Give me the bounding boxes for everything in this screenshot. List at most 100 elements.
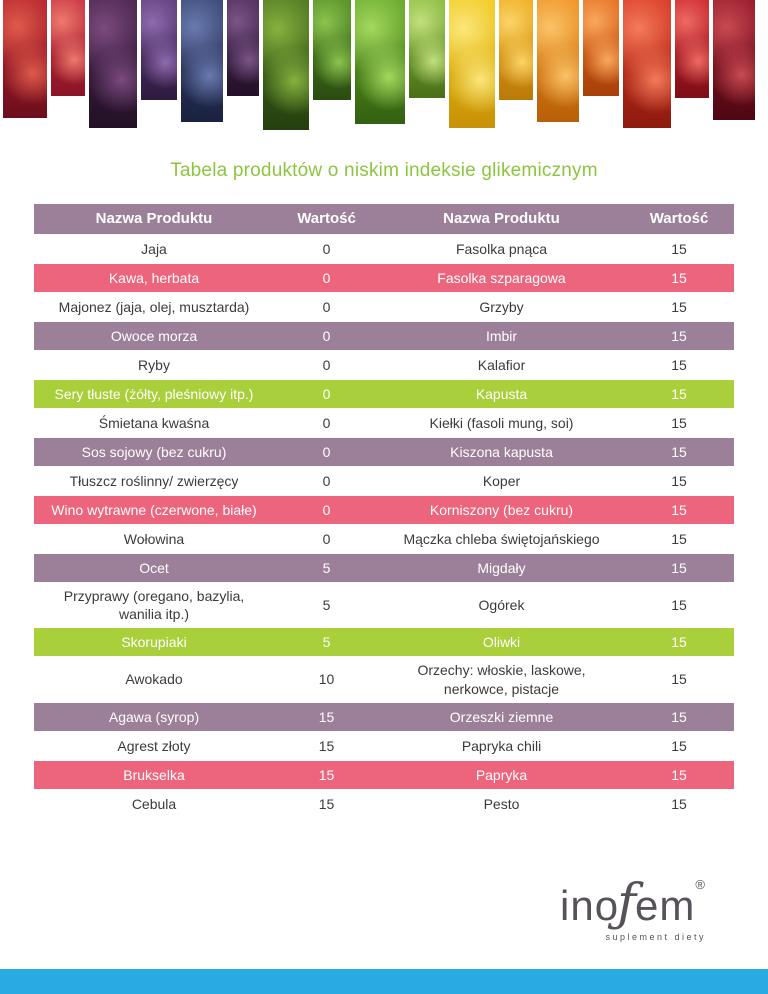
value-cell: 15 xyxy=(671,385,687,402)
inofem-logo: inoƒem® suplement diety xyxy=(560,872,706,942)
product-name-cell: Agawa (syrop) xyxy=(108,708,200,725)
product-name-cell: Agrest złoty xyxy=(117,737,191,754)
fruit-photo-strip-purple-fruit xyxy=(227,0,259,96)
fruit-photo-strip-strawberries xyxy=(675,0,709,98)
product-name-cell: Mączka chleba świętojańskiego xyxy=(403,530,600,547)
product-name-cell: Wołowina xyxy=(123,530,185,547)
product-name-cell: Orzechy: włoskie, laskowe, nerkowce, pis… xyxy=(417,662,586,697)
value-cell: 0 xyxy=(322,414,331,431)
product-name-cell: Kiełki (fasoli mung, soi) xyxy=(429,414,574,431)
table-row: Sery tłuste (żółty, pleśniowy itp.) 0 Kapu… xyxy=(34,380,734,409)
fruit-photo-strip-blueberries xyxy=(181,0,223,122)
table-row: Majonez (jaja, olej, musztarda) 0 Grzyby 15 xyxy=(34,293,734,322)
table-row: Tłuszcz roślinny/ zwierzęcy 0 Koper 15 xyxy=(34,467,734,496)
table-header-row: Nazwa Produktu Wartość Nazwa Produktu Warto… xyxy=(34,204,734,235)
table-row: Ocet 5 Migdały 15 xyxy=(34,554,734,583)
value-cell: 15 xyxy=(671,766,687,783)
value-cell: 5 xyxy=(322,559,331,576)
fruit-photo-strip-spinach xyxy=(355,0,405,124)
table-row: Wino wytrawne (czerwone, białe) 0 Korniszo… xyxy=(34,496,734,525)
fruit-photo-strip-tomatoes xyxy=(623,0,671,128)
product-name-cell: Sos sojowy (bez cukru) xyxy=(81,443,227,460)
value-cell: 0 xyxy=(322,269,331,286)
product-name-cell: Fasolka szparagowa xyxy=(437,269,566,286)
value-cell: 0 xyxy=(322,385,331,402)
table-row: Śmietana kwaśna 0 Kiełki (fasoli mung, soi… xyxy=(34,409,734,438)
fruit-photo-strip-broccoli xyxy=(313,0,351,100)
value-cell: 5 xyxy=(322,597,331,614)
table-body: Jaja 0 Fasolka pnąca 15 Kawa, herbata 0 Fasolk… xyxy=(34,235,734,819)
value-cell: 15 xyxy=(318,766,335,783)
value-cell: 15 xyxy=(671,240,687,257)
value-cell: 15 xyxy=(318,795,335,812)
table-row: Przyprawy (oregano, bazylia, wanilia itp… xyxy=(34,583,734,629)
product-name-cell: Awokado xyxy=(125,671,183,688)
value-cell: 5 xyxy=(322,634,331,651)
product-name-cell: Papryka chili xyxy=(461,737,542,754)
table-row: Sos sojowy (bez cukru) 0 Kiszona kapusta 15 xyxy=(34,438,734,467)
table-row: Skorupiaki 5 Oliwki 15 xyxy=(34,628,734,658)
table-row: Agrest złoty 15 Papryka chili 15 xyxy=(34,732,734,761)
table-row: Brukselka 15 Papryka 15 xyxy=(34,760,734,790)
product-name-cell: Ogórek xyxy=(478,597,525,614)
value-cell: 15 xyxy=(671,737,687,754)
header-cell-value: Wartość xyxy=(297,210,356,228)
product-name-cell: Wino wytrawne (czerwone, białe) xyxy=(51,501,257,518)
fruit-photo-strip-banana xyxy=(449,0,495,128)
product-name-cell: Fasolka pnąca xyxy=(455,240,548,257)
glycemic-index-table: Nazwa Produktu Wartość Nazwa Produktu Warto… xyxy=(34,204,734,819)
product-name-cell: Pesto xyxy=(483,795,520,812)
product-name-cell: Sery tłuste (żółty, pleśniowy itp.) xyxy=(54,385,254,402)
value-cell: 15 xyxy=(671,559,687,576)
value-cell: 15 xyxy=(318,708,335,725)
value-cell: 15 xyxy=(671,708,687,725)
product-name-cell: Grzyby xyxy=(479,298,524,315)
fruit-photo-strip-carrots xyxy=(583,0,619,96)
value-cell: 15 xyxy=(671,634,687,651)
table-row: Agawa (syrop) 15 Orzeszki ziemne 15 xyxy=(34,702,734,732)
product-name-cell: Kapusta xyxy=(475,385,528,402)
value-cell: 10 xyxy=(318,671,335,688)
header-cell-product: Nazwa Produktu xyxy=(443,210,560,228)
product-name-cell: Kiszona kapusta xyxy=(450,443,553,460)
value-cell: 15 xyxy=(671,795,687,812)
product-name-cell: Koper xyxy=(482,472,521,489)
product-name-cell: Kalafior xyxy=(477,356,526,373)
table-row: Wołowina 0 Mączka chleba świętojańskiego 15 xyxy=(34,525,734,554)
fruit-photo-strip-lettuce xyxy=(409,0,445,98)
header-cell-value: Wartość xyxy=(649,210,709,228)
fruit-photo-strip-corn xyxy=(499,0,533,100)
table-row: Owoce morza 0 Imbir 15 xyxy=(34,322,734,351)
fruit-banner xyxy=(0,0,768,134)
registered-trademark-icon: ® xyxy=(695,876,706,892)
product-name-cell: Skorupiaki xyxy=(121,634,187,651)
value-cell: 0 xyxy=(322,501,331,518)
product-name-cell: Ocet xyxy=(139,559,169,576)
table-row: Kawa, herbata 0 Fasolka szparagowa 15 xyxy=(34,264,734,293)
table-row: Jaja 0 Fasolka pnąca 15 xyxy=(34,235,734,264)
product-name-cell: Jaja xyxy=(141,240,167,257)
product-name-cell: Orzeszki ziemne xyxy=(449,708,554,725)
value-cell: 15 xyxy=(671,472,687,489)
value-cell: 0 xyxy=(322,356,331,373)
product-name-cell: Papryka xyxy=(475,766,528,783)
value-cell: 0 xyxy=(322,443,331,460)
fruit-photo-strip-pomegranate xyxy=(713,0,755,120)
product-name-cell: Majonez (jaja, olej, musztarda) xyxy=(58,298,250,315)
product-name-cell: Brukselka xyxy=(123,766,185,783)
logo-tagline: suplement diety xyxy=(605,932,706,942)
product-name-cell: Ryby xyxy=(138,356,170,373)
table-row: Ryby 0 Kalafior 15 xyxy=(34,351,734,380)
product-name-cell: Owoce morza xyxy=(110,327,198,344)
logo-f-glyph: ƒ xyxy=(617,872,638,933)
value-cell: 15 xyxy=(671,597,687,614)
fruit-photo-strip-oranges xyxy=(537,0,579,122)
logo-wordmark: inoƒem® xyxy=(560,872,706,933)
product-name-cell: Oliwki xyxy=(482,634,521,651)
value-cell: 15 xyxy=(671,530,687,547)
table-row: Cebula 15 Pesto 15 xyxy=(34,790,734,819)
fruit-photo-strip-red-berries xyxy=(3,0,47,118)
product-name-cell: Tłuszcz roślinny/ zwierzęcy xyxy=(69,472,239,489)
table-row: Awokado 10 Orzechy: włoskie, laskowe, nerk… xyxy=(34,657,734,703)
fruit-photo-strip-kiwi xyxy=(263,0,309,130)
